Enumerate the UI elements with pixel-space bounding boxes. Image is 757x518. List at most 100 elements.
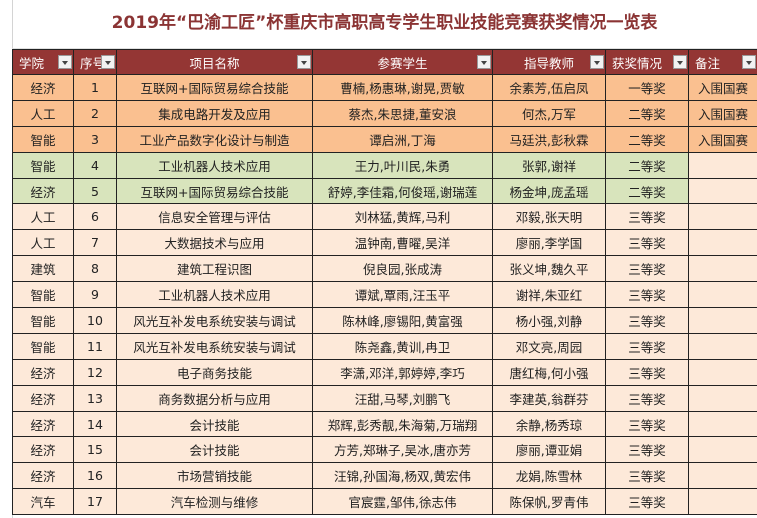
- filter-dropdown-icon[interactable]: [477, 55, 491, 69]
- cell-project-name[interactable]: 大数据技术与应用: [116, 229, 313, 257]
- cell-note[interactable]: [688, 358, 757, 386]
- cell-number[interactable]: 7: [73, 229, 117, 257]
- cell-number[interactable]: 12: [73, 358, 117, 386]
- cell-college[interactable]: 汽车: [12, 488, 74, 516]
- cell-students[interactable]: 陈林峰,廖锡阳,黄富强: [312, 307, 493, 334]
- cell-students[interactable]: 倪良园,张成涛: [312, 255, 493, 283]
- cell-award[interactable]: 三等奖: [605, 255, 689, 283]
- cell-project-name[interactable]: 会计技能: [116, 436, 313, 464]
- cell-teachers[interactable]: 廖丽,谭亚娟: [492, 436, 606, 464]
- filter-dropdown-icon[interactable]: [673, 55, 687, 69]
- cell-project-name[interactable]: 风光互补发电系统安装与调试: [116, 332, 313, 360]
- cell-award[interactable]: 一等奖: [605, 74, 689, 101]
- cell-teachers[interactable]: 李建英,翁群芬: [492, 384, 606, 412]
- cell-number[interactable]: 10: [73, 307, 117, 334]
- cell-college[interactable]: 智能: [12, 125, 74, 153]
- cell-students[interactable]: 舒婷,李佳霜,何俊瑶,谢瑞莲: [312, 177, 493, 205]
- cell-college[interactable]: 建筑: [12, 255, 74, 283]
- cell-award[interactable]: 三等奖: [605, 410, 689, 438]
- cell-number[interactable]: 17: [73, 488, 117, 516]
- cell-college[interactable]: 经济: [12, 410, 74, 438]
- cell-students[interactable]: 谭斌,覃雨,汪玉平: [312, 281, 493, 309]
- cell-award[interactable]: 三等奖: [605, 307, 689, 334]
- cell-college[interactable]: 经济: [12, 177, 74, 205]
- cell-note[interactable]: [688, 436, 757, 464]
- cell-college[interactable]: 智能: [12, 281, 74, 309]
- cell-teachers[interactable]: 唐红梅,何小强: [492, 358, 606, 386]
- cell-students[interactable]: 方芳,郑琳子,吴冰,唐亦芳: [312, 436, 493, 464]
- cell-number[interactable]: 2: [73, 99, 117, 127]
- cell-college[interactable]: 人工: [12, 229, 74, 257]
- cell-note[interactable]: [688, 255, 757, 283]
- cell-teachers[interactable]: 龙娟,陈雪林: [492, 462, 606, 490]
- cell-college[interactable]: 智能: [12, 332, 74, 360]
- cell-award[interactable]: 二等奖: [605, 99, 689, 127]
- cell-number[interactable]: 5: [73, 177, 117, 205]
- cell-college[interactable]: 经济: [12, 436, 74, 464]
- cell-students[interactable]: 汪锦,孙国海,杨双,黄宏伟: [312, 462, 493, 490]
- cell-teachers[interactable]: 张郭,谢祥: [492, 151, 606, 179]
- cell-teachers[interactable]: 余静,杨秀琼: [492, 410, 606, 438]
- cell-project-name[interactable]: 互联网+国际贸易综合技能: [116, 74, 313, 101]
- cell-students[interactable]: 王力,叶川民,朱勇: [312, 151, 493, 179]
- cell-college[interactable]: 人工: [12, 203, 74, 231]
- cell-number[interactable]: 1: [73, 74, 117, 101]
- filter-dropdown-icon[interactable]: [58, 55, 72, 69]
- cell-number[interactable]: 3: [73, 125, 117, 153]
- cell-number[interactable]: 11: [73, 332, 117, 360]
- cell-number[interactable]: 6: [73, 203, 117, 231]
- cell-project-name[interactable]: 会计技能: [116, 410, 313, 438]
- cell-students[interactable]: 谭启洲,丁海: [312, 125, 493, 153]
- cell-students[interactable]: 曹楠,杨惠琳,谢晃,贾敏: [312, 74, 493, 101]
- cell-note[interactable]: [688, 384, 757, 412]
- cell-note[interactable]: [688, 281, 757, 309]
- cell-college[interactable]: 人工: [12, 99, 74, 127]
- cell-note[interactable]: [688, 151, 757, 179]
- filter-dropdown-icon[interactable]: [101, 55, 115, 69]
- cell-award[interactable]: 二等奖: [605, 151, 689, 179]
- cell-students[interactable]: 蔡杰,朱思捷,董安浪: [312, 99, 493, 127]
- cell-teachers[interactable]: 陈保帆,罗青伟: [492, 488, 606, 516]
- cell-project-name[interactable]: 工业机器人技术应用: [116, 281, 313, 309]
- cell-note[interactable]: [688, 229, 757, 257]
- cell-students[interactable]: 汪甜,马琴,刘鹏飞: [312, 384, 493, 412]
- cell-students[interactable]: 官宸霆,邹伟,徐志伟: [312, 488, 493, 516]
- cell-college[interactable]: 智能: [12, 151, 74, 179]
- cell-teachers[interactable]: 张义坤,魏久平: [492, 255, 606, 283]
- cell-note[interactable]: 入围国赛: [688, 125, 757, 153]
- cell-project-name[interactable]: 风光互补发电系统安装与调试: [116, 307, 313, 334]
- cell-project-name[interactable]: 互联网+国际贸易综合技能: [116, 177, 313, 205]
- cell-students[interactable]: 陈尧鑫,黄训,冉卫: [312, 332, 493, 360]
- filter-dropdown-icon[interactable]: [742, 55, 756, 69]
- cell-students[interactable]: 温钟南,曹曜,吴洋: [312, 229, 493, 257]
- cell-project-name[interactable]: 集成电路开发及应用: [116, 99, 313, 127]
- cell-project-name[interactable]: 市场营销技能: [116, 462, 313, 490]
- cell-teachers[interactable]: 余素芳,伍启凤: [492, 74, 606, 101]
- cell-college[interactable]: 智能: [12, 307, 74, 334]
- cell-teachers[interactable]: 谢祥,朱亚红: [492, 281, 606, 309]
- cell-award[interactable]: 三等奖: [605, 462, 689, 490]
- cell-project-name[interactable]: 工业产品数字化设计与制造: [116, 125, 313, 153]
- cell-award[interactable]: 三等奖: [605, 203, 689, 231]
- cell-award[interactable]: 三等奖: [605, 436, 689, 464]
- cell-college[interactable]: 经济: [12, 358, 74, 386]
- cell-project-name[interactable]: 建筑工程识图: [116, 255, 313, 283]
- cell-award[interactable]: 三等奖: [605, 488, 689, 516]
- cell-project-name[interactable]: 信息安全管理与评估: [116, 203, 313, 231]
- cell-students[interactable]: 郑辉,彭秀靓,朱海菊,万瑞翔: [312, 410, 493, 438]
- cell-teachers[interactable]: 邓文亮,周园: [492, 332, 606, 360]
- cell-teachers[interactable]: 何杰,万军: [492, 99, 606, 127]
- cell-award[interactable]: 三等奖: [605, 358, 689, 386]
- cell-number[interactable]: 14: [73, 410, 117, 438]
- cell-number[interactable]: 13: [73, 384, 117, 412]
- cell-project-name[interactable]: 汽车检测与维修: [116, 488, 313, 516]
- cell-project-name[interactable]: 电子商务技能: [116, 358, 313, 386]
- cell-award[interactable]: 三等奖: [605, 229, 689, 257]
- cell-note[interactable]: [688, 462, 757, 490]
- cell-teachers[interactable]: 邓毅,张天明: [492, 203, 606, 231]
- cell-award[interactable]: 三等奖: [605, 384, 689, 412]
- cell-number[interactable]: 9: [73, 281, 117, 309]
- cell-college[interactable]: 经济: [12, 74, 74, 101]
- cell-college[interactable]: 经济: [12, 462, 74, 490]
- cell-note[interactable]: [688, 488, 757, 516]
